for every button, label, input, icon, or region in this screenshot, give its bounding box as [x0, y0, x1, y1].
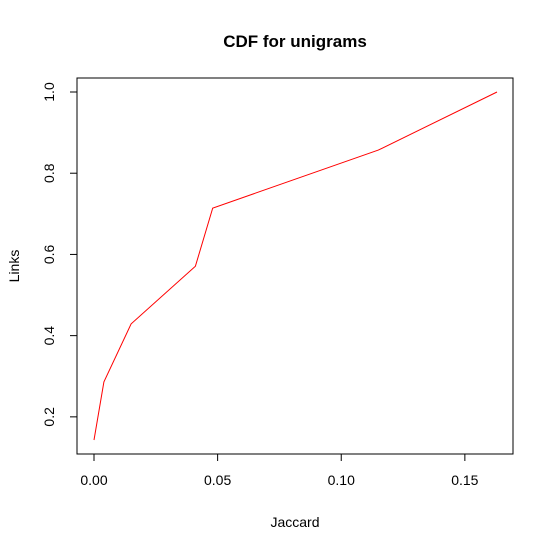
x-tick-label: 0.05: [204, 472, 231, 488]
y-tick-label: 0.8: [41, 163, 57, 183]
cdf-line: [93, 91, 498, 441]
x-axis-label: Jaccard: [270, 514, 319, 530]
y-tick-label: 1.0: [41, 82, 57, 102]
y-tick-label: 0.4: [41, 326, 57, 346]
x-tick-label: 0.10: [328, 472, 355, 488]
chart-title: CDF for unigrams: [223, 32, 367, 51]
plot-box: [76, 77, 514, 455]
y-axis-label: Links: [6, 250, 22, 283]
x-tick-label: 0.00: [80, 472, 107, 488]
y-tick-label: 0.2: [41, 407, 57, 427]
y-axis: 0.2 0.4 0.6 0.8 1.0: [41, 82, 78, 427]
x-tick-label: 0.15: [451, 472, 478, 488]
series-layer: [93, 91, 498, 441]
y-tick-label: 0.6: [41, 244, 57, 264]
x-axis: 0.00 0.05 0.10 0.15: [80, 453, 479, 488]
